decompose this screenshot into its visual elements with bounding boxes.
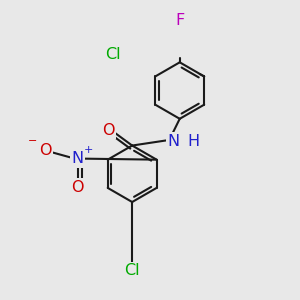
Text: Cl: Cl — [105, 47, 121, 62]
Text: +: + — [84, 146, 93, 155]
Text: N: N — [71, 152, 83, 166]
Text: N: N — [168, 134, 180, 148]
Text: F: F — [175, 13, 184, 28]
Text: Cl: Cl — [124, 263, 140, 278]
Text: O: O — [39, 142, 52, 158]
Text: O: O — [71, 180, 83, 195]
Text: −: − — [28, 136, 38, 146]
Text: O: O — [102, 123, 115, 138]
Text: H: H — [187, 134, 199, 148]
